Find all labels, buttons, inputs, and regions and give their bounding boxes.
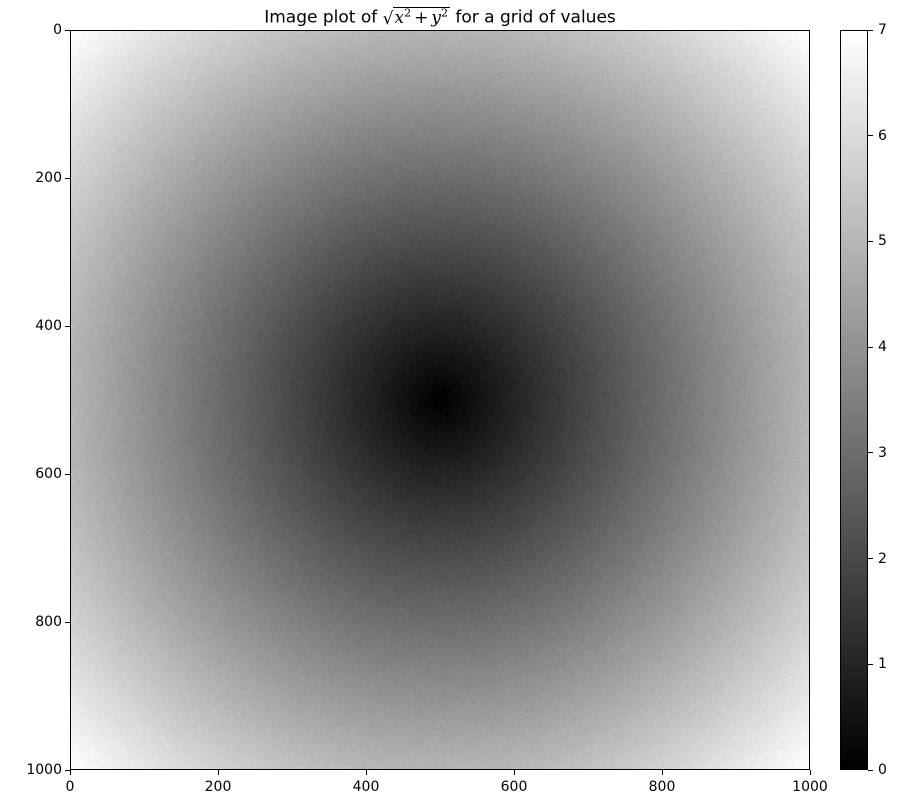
ytick-label: 400 — [35, 319, 62, 333]
colorbar-tick-label: 5 — [878, 234, 887, 248]
xtick-label: 1000 — [792, 780, 828, 794]
colorbar-tick-mark — [868, 558, 873, 559]
figure: Image plot of √x2+y2 for a grid of value… — [0, 0, 911, 805]
xtick-mark — [218, 770, 219, 775]
colorbar-tick-mark — [868, 30, 873, 31]
chart-title: Image plot of √x2+y2 for a grid of value… — [70, 6, 810, 29]
xtick-label: 200 — [205, 780, 232, 794]
title-math: √x2+y2 — [383, 8, 450, 28]
xtick-label: 400 — [353, 780, 380, 794]
heatmap-axes — [70, 30, 810, 770]
colorbar-tick-mark — [868, 135, 873, 136]
colorbar-tick-mark — [868, 241, 873, 242]
ytick-label: 600 — [35, 467, 62, 481]
ytick-label: 1000 — [26, 763, 62, 777]
ytick-label: 0 — [53, 23, 62, 37]
xtick-mark — [366, 770, 367, 775]
ytick-mark — [65, 622, 70, 623]
xtick-mark — [70, 770, 71, 775]
xtick-mark — [810, 770, 811, 775]
colorbar-tick-mark — [868, 664, 873, 665]
colorbar-tick-label: 0 — [878, 763, 887, 777]
xtick-label: 600 — [501, 780, 528, 794]
title-suffix: for a grid of values — [450, 8, 616, 28]
colorbar-tick-mark — [868, 347, 873, 348]
colorbar-tick-mark — [868, 770, 873, 771]
ytick-mark — [65, 30, 70, 31]
colorbar-tick-label: 3 — [878, 446, 887, 460]
heatmap-canvas — [71, 31, 809, 769]
title-prefix: Image plot of — [264, 8, 382, 28]
ytick-mark — [65, 326, 70, 327]
colorbar-tick-mark — [868, 452, 873, 453]
ytick-label: 800 — [35, 615, 62, 629]
colorbar — [840, 30, 868, 770]
xtick-label: 0 — [66, 780, 75, 794]
colorbar-tick-label: 7 — [878, 23, 887, 37]
ytick-mark — [65, 178, 70, 179]
xtick-mark — [514, 770, 515, 775]
colorbar-gradient — [841, 31, 867, 769]
ytick-mark — [65, 474, 70, 475]
ytick-label: 200 — [35, 171, 62, 185]
colorbar-tick-label: 2 — [878, 552, 887, 566]
colorbar-tick-label: 4 — [878, 340, 887, 354]
xtick-mark — [662, 770, 663, 775]
ytick-mark — [65, 770, 70, 771]
colorbar-tick-label: 1 — [878, 657, 887, 671]
colorbar-tick-label: 6 — [878, 129, 887, 143]
xtick-label: 800 — [649, 780, 676, 794]
